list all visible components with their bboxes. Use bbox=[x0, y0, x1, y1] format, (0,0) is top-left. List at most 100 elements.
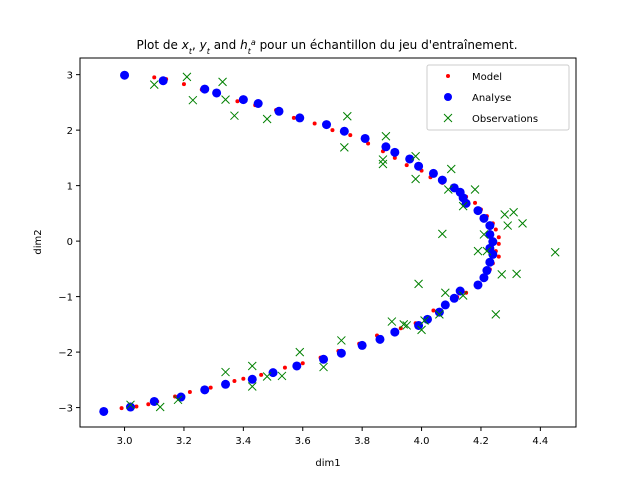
analyse-point bbox=[473, 206, 483, 216]
analyse-point bbox=[200, 385, 210, 395]
analyse-point bbox=[99, 406, 109, 416]
y-tick-label: −1 bbox=[58, 293, 73, 304]
model-point bbox=[208, 385, 213, 390]
observations-point bbox=[337, 336, 346, 345]
observations-point bbox=[262, 372, 272, 381]
analyse-point bbox=[414, 161, 424, 171]
analyse-point bbox=[428, 168, 438, 178]
analyse-point bbox=[120, 70, 130, 80]
observations-point bbox=[402, 321, 412, 330]
model-point bbox=[496, 241, 501, 246]
analyse-point bbox=[390, 147, 400, 157]
model-point bbox=[259, 372, 264, 377]
observations-point bbox=[295, 347, 305, 357]
x-tick-label: 4.0 bbox=[414, 436, 430, 447]
observations-point bbox=[221, 367, 230, 377]
analyse-point bbox=[274, 106, 284, 116]
model-point bbox=[119, 406, 124, 411]
analyse-point bbox=[268, 368, 278, 378]
analyse-point bbox=[125, 402, 135, 412]
observations-point bbox=[473, 246, 483, 256]
y-axis-label: dim2 bbox=[33, 229, 44, 254]
analyse-point bbox=[473, 280, 483, 290]
y-tick-label: −2 bbox=[58, 348, 73, 359]
analyse-point bbox=[336, 348, 346, 358]
analyse-point bbox=[200, 84, 210, 94]
analyse-point bbox=[322, 120, 332, 130]
observations-point bbox=[218, 77, 227, 87]
model-point bbox=[312, 121, 317, 126]
analyse-point bbox=[405, 154, 415, 164]
observations-point bbox=[339, 142, 349, 152]
model-point bbox=[496, 254, 501, 259]
analyse-point bbox=[455, 286, 465, 296]
model-point bbox=[398, 326, 403, 331]
observations-point bbox=[221, 95, 230, 104]
x-tick-label: 3.2 bbox=[176, 436, 192, 447]
analyse-point bbox=[479, 213, 489, 223]
legend-label-observations: Observations bbox=[472, 114, 538, 125]
observations-point bbox=[155, 402, 165, 412]
series-analyse bbox=[99, 70, 498, 416]
model-point bbox=[232, 378, 237, 383]
x-axis-ticks: 3.0 3.2 3.4 3.6 3.8 4.0 4.2 4.4 bbox=[117, 427, 548, 447]
y-tick-label: 0 bbox=[67, 237, 73, 248]
model-point bbox=[473, 200, 478, 205]
model-point bbox=[300, 361, 305, 366]
observations-point bbox=[230, 111, 239, 121]
y-tick-label: 1 bbox=[67, 182, 73, 193]
analyse-point bbox=[440, 300, 450, 310]
analyse-point bbox=[390, 327, 400, 337]
observations-point bbox=[443, 185, 453, 194]
model-point bbox=[187, 390, 192, 395]
model-point bbox=[348, 133, 353, 138]
observations-point bbox=[550, 247, 560, 257]
observations-point bbox=[470, 185, 480, 194]
model-point bbox=[291, 115, 296, 120]
legend-box bbox=[426, 64, 570, 131]
x-tick-label: 4.2 bbox=[473, 436, 489, 447]
observations-point bbox=[319, 362, 328, 372]
observations-point bbox=[509, 207, 518, 217]
observations-point bbox=[518, 219, 527, 228]
analyse-point bbox=[381, 142, 391, 152]
x-tick-label: 3.0 bbox=[117, 436, 133, 447]
observations-point bbox=[500, 210, 510, 219]
analyse-point bbox=[485, 229, 495, 239]
analyse-point bbox=[360, 133, 370, 143]
model-point bbox=[152, 75, 157, 80]
observations-point bbox=[381, 131, 391, 141]
observations-point bbox=[378, 159, 388, 169]
observations-point bbox=[126, 400, 135, 410]
observations-point bbox=[458, 201, 468, 211]
observations-point bbox=[482, 246, 492, 256]
plot-marks bbox=[99, 70, 560, 416]
observations-point bbox=[503, 221, 513, 230]
model-point bbox=[146, 402, 151, 407]
observations-point bbox=[414, 279, 423, 289]
observations-point bbox=[411, 174, 420, 184]
analyse-point bbox=[437, 175, 447, 185]
legend-observations-marker bbox=[443, 113, 453, 123]
observations-point bbox=[417, 325, 426, 335]
plot-frame bbox=[79, 57, 577, 428]
model-point bbox=[404, 163, 409, 168]
legend-label-model: Model bbox=[472, 72, 502, 83]
chart-title: Plot de xt, yt and hta pour un échantill… bbox=[136, 38, 517, 56]
observations-point bbox=[479, 230, 489, 239]
y-tick-label: 2 bbox=[67, 126, 73, 137]
observations-point bbox=[512, 269, 521, 279]
model-point bbox=[134, 404, 139, 409]
observations-point bbox=[149, 80, 159, 89]
model-point bbox=[235, 99, 240, 104]
y-tick-label: 3 bbox=[67, 71, 73, 82]
series-observations bbox=[126, 72, 560, 412]
model-point bbox=[330, 128, 335, 133]
model-point bbox=[493, 227, 498, 232]
observations-point bbox=[399, 319, 409, 329]
observations-point bbox=[247, 361, 257, 371]
observations-point bbox=[387, 317, 397, 326]
x-tick-label: 4.4 bbox=[532, 436, 548, 447]
x-tick-label: 3.4 bbox=[235, 436, 251, 447]
